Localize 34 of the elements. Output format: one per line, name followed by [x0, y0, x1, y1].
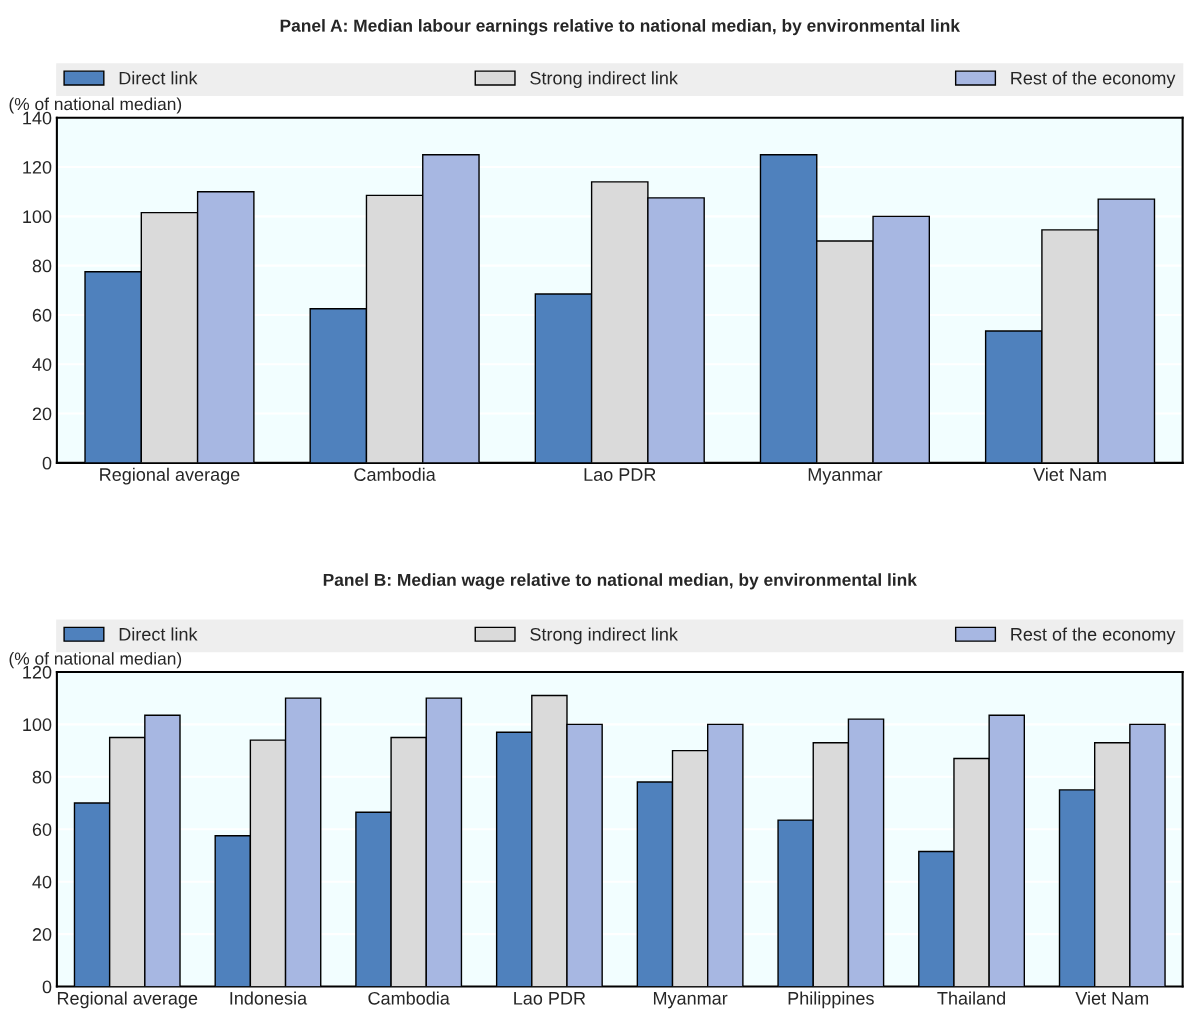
x-tick-label: Myanmar	[653, 992, 728, 1009]
legend-label: Strong indirect link	[530, 627, 678, 645]
x-tick-label: Indonesia	[230, 991, 308, 1005]
y-tick-label: 0	[42, 980, 52, 994]
y-tick-label: 60	[32, 308, 52, 322]
x-tick-label: Viet Nam	[1075, 991, 1149, 1005]
legend-label: Direct link	[119, 71, 198, 85]
x-tick-label: Cambodia	[354, 467, 436, 481]
x-tick-label: Regional average	[100, 467, 240, 485]
y-tick-label: 20	[32, 407, 52, 421]
x-tick-label: Cambodia	[368, 991, 450, 1005]
legend-label: Rest of the economy	[1011, 627, 1176, 645]
x-tick-label: Lao PDR	[584, 468, 656, 481]
x-tick-label: Thailand	[937, 991, 1006, 1005]
x-tick-label: Lao PDR	[514, 992, 586, 1005]
legend-label: Direct link	[119, 627, 198, 641]
y-tick-label: 20	[32, 928, 52, 941]
y-tick-label: 0	[42, 456, 52, 470]
chart-title: Panel B: Median wage relative to national median, by environmental link	[323, 573, 917, 590]
chart-title: Panel A: Median labour earnings relative to national median, by environmental link	[280, 19, 961, 36]
y-tick-label: 40	[32, 358, 52, 371]
y-tick-label: 40	[32, 875, 52, 889]
legend-label: Rest of the economy	[1011, 71, 1176, 89]
legend-label: Strong indirect link	[530, 71, 678, 89]
y-tick-label: 100	[23, 718, 52, 732]
y-tick-label: 60	[32, 823, 52, 836]
x-tick-label: Myanmar	[808, 468, 883, 485]
x-tick-label: Regional average	[57, 991, 198, 1009]
y-tick-label: 80	[32, 770, 52, 784]
y-tick-label: 100	[23, 210, 52, 224]
y-tick-label: 120	[23, 160, 52, 174]
x-tick-label: Viet Nam	[1033, 467, 1106, 481]
x-tick-label: Philippines	[788, 991, 874, 1009]
y-tick-label: 80	[32, 259, 52, 273]
